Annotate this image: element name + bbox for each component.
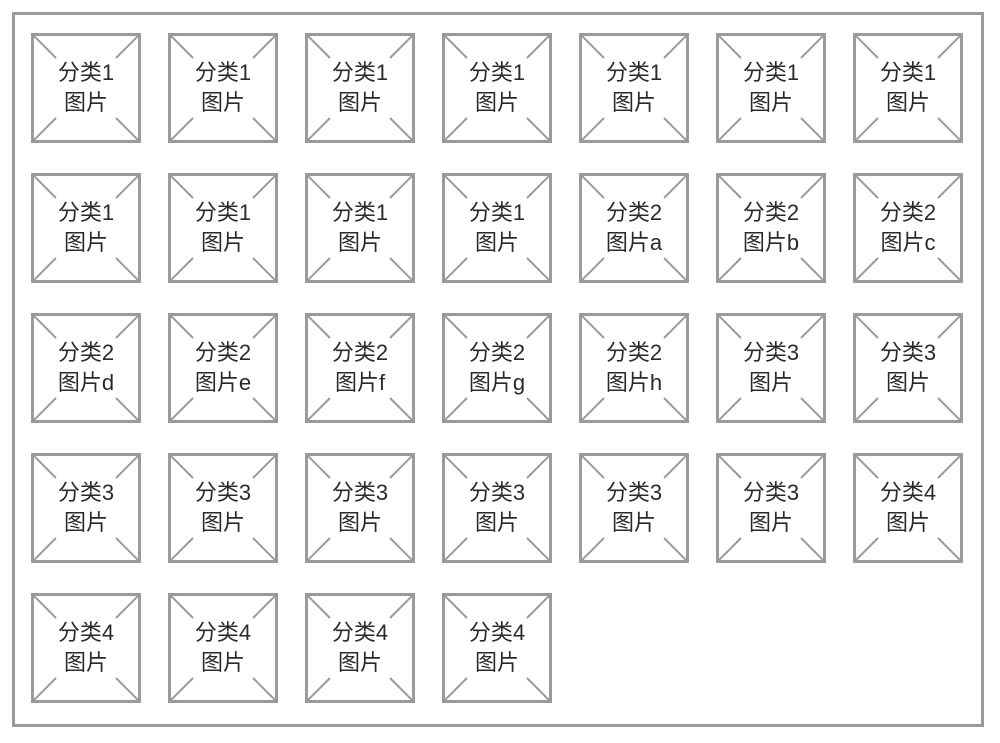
gallery-grid: 分类1图片 分类1图片 分类1图片 分类1图片 分类1图片 分类1图片 分类1图… <box>15 15 981 724</box>
thumbnail-category-label: 分类2 <box>606 198 662 228</box>
thumbnail-category-label: 分类2 <box>743 198 799 228</box>
thumbnail-image-label: 图片 <box>612 508 656 538</box>
thumbnail-image-label: 图片 <box>338 508 382 538</box>
thumbnail-category-label: 分类4 <box>880 478 936 508</box>
thumbnail-cell[interactable]: 分类3图片 <box>31 453 141 563</box>
thumbnail-cell[interactable]: 分类4图片 <box>168 593 278 703</box>
thumbnail-image-label: 图片 <box>64 648 108 678</box>
thumbnail-cell[interactable]: 分类1图片 <box>168 33 278 143</box>
thumbnail-cell[interactable]: 分类1图片 <box>853 33 963 143</box>
thumbnail-category-label: 分类3 <box>58 478 114 508</box>
thumbnail-cell[interactable]: 分类2图片d <box>31 313 141 423</box>
thumbnail-category-label: 分类3 <box>332 478 388 508</box>
thumbnail-image-label: 图片 <box>64 228 108 258</box>
thumbnail-cell[interactable]: 分类3图片 <box>853 313 963 423</box>
thumbnail-cell[interactable]: 分类2图片f <box>305 313 415 423</box>
thumbnail-image-label: 图片h <box>606 368 662 398</box>
thumbnail-cell[interactable]: 分类2图片a <box>579 173 689 283</box>
thumbnail-cell[interactable]: 分类3图片 <box>716 313 826 423</box>
thumbnail-cell[interactable]: 分类1图片 <box>305 173 415 283</box>
thumbnail-image-label: 图片 <box>475 228 519 258</box>
thumbnail-cell[interactable]: 分类1图片 <box>305 33 415 143</box>
thumbnail-category-label: 分类1 <box>606 58 662 88</box>
thumbnail-image-label: 图片 <box>64 88 108 118</box>
thumbnail-category-label: 分类2 <box>880 198 936 228</box>
thumbnail-image-label: 图片 <box>749 368 793 398</box>
thumbnail-category-label: 分类4 <box>469 618 525 648</box>
thumbnail-category-label: 分类1 <box>880 58 936 88</box>
thumbnail-cell[interactable]: 分类1图片 <box>442 173 552 283</box>
thumbnail-image-label: 图片 <box>475 508 519 538</box>
thumbnail-category-label: 分类1 <box>743 58 799 88</box>
thumbnail-category-label: 分类1 <box>332 198 388 228</box>
thumbnail-image-label: 图片 <box>201 88 245 118</box>
thumbnail-cell[interactable]: 分类3图片 <box>168 453 278 563</box>
thumbnail-cell[interactable]: 分类2图片b <box>716 173 826 283</box>
gallery-frame: 分类1图片 分类1图片 分类1图片 分类1图片 分类1图片 分类1图片 分类1图… <box>12 12 984 727</box>
thumbnail-cell[interactable]: 分类2图片c <box>853 173 963 283</box>
thumbnail-cell[interactable]: 分类4图片 <box>442 593 552 703</box>
thumbnail-cell[interactable]: 分类1图片 <box>716 33 826 143</box>
thumbnail-cell[interactable]: 分类4图片 <box>853 453 963 563</box>
thumbnail-image-label: 图片e <box>195 368 251 398</box>
thumbnail-category-label: 分类3 <box>195 478 251 508</box>
thumbnail-category-label: 分类2 <box>195 338 251 368</box>
thumbnail-image-label: 图片 <box>338 88 382 118</box>
thumbnail-category-label: 分类1 <box>195 58 251 88</box>
thumbnail-category-label: 分类3 <box>743 478 799 508</box>
thumbnail-image-label: 图片 <box>64 508 108 538</box>
thumbnail-cell[interactable]: 分类3图片 <box>716 453 826 563</box>
thumbnail-cell[interactable]: 分类1图片 <box>31 33 141 143</box>
thumbnail-image-label: 图片 <box>201 648 245 678</box>
thumbnail-category-label: 分类3 <box>606 478 662 508</box>
thumbnail-image-label: 图片a <box>606 228 662 258</box>
thumbnail-category-label: 分类1 <box>58 58 114 88</box>
thumbnail-image-label: 图片 <box>886 508 930 538</box>
thumbnail-image-label: 图片 <box>338 648 382 678</box>
thumbnail-image-label: 图片g <box>469 368 525 398</box>
thumbnail-image-label: 图片 <box>475 88 519 118</box>
thumbnail-cell[interactable]: 分类3图片 <box>442 453 552 563</box>
thumbnail-image-label: 图片c <box>880 228 935 258</box>
thumbnail-cell[interactable]: 分类2图片e <box>168 313 278 423</box>
thumbnail-image-label: 图片 <box>475 648 519 678</box>
thumbnail-category-label: 分类4 <box>58 618 114 648</box>
thumbnail-category-label: 分类2 <box>469 338 525 368</box>
thumbnail-image-label: 图片 <box>201 228 245 258</box>
thumbnail-category-label: 分类3 <box>880 338 936 368</box>
thumbnail-cell[interactable]: 分类2图片h <box>579 313 689 423</box>
thumbnail-image-label: 图片 <box>749 508 793 538</box>
thumbnail-category-label: 分类2 <box>332 338 388 368</box>
thumbnail-category-label: 分类1 <box>469 198 525 228</box>
thumbnail-cell[interactable]: 分类4图片 <box>31 593 141 703</box>
thumbnail-cell[interactable]: 分类3图片 <box>579 453 689 563</box>
thumbnail-image-label: 图片 <box>338 228 382 258</box>
thumbnail-cell[interactable]: 分类1图片 <box>442 33 552 143</box>
thumbnail-image-label: 图片 <box>612 88 656 118</box>
thumbnail-category-label: 分类4 <box>332 618 388 648</box>
thumbnail-category-label: 分类1 <box>469 58 525 88</box>
thumbnail-image-label: 图片 <box>201 508 245 538</box>
thumbnail-cell[interactable]: 分类1图片 <box>31 173 141 283</box>
thumbnail-cell[interactable]: 分类4图片 <box>305 593 415 703</box>
thumbnail-category-label: 分类1 <box>58 198 114 228</box>
thumbnail-category-label: 分类1 <box>332 58 388 88</box>
thumbnail-image-label: 图片 <box>749 88 793 118</box>
thumbnail-category-label: 分类2 <box>606 338 662 368</box>
thumbnail-category-label: 分类4 <box>195 618 251 648</box>
thumbnail-image-label: 图片 <box>886 368 930 398</box>
thumbnail-category-label: 分类3 <box>743 338 799 368</box>
thumbnail-cell[interactable]: 分类1图片 <box>579 33 689 143</box>
thumbnail-cell[interactable]: 分类1图片 <box>168 173 278 283</box>
thumbnail-cell[interactable]: 分类3图片 <box>305 453 415 563</box>
thumbnail-image-label: 图片 <box>886 88 930 118</box>
thumbnail-cell[interactable]: 分类2图片g <box>442 313 552 423</box>
thumbnail-category-label: 分类3 <box>469 478 525 508</box>
thumbnail-category-label: 分类2 <box>58 338 114 368</box>
thumbnail-image-label: 图片f <box>335 368 385 398</box>
thumbnail-category-label: 分类1 <box>195 198 251 228</box>
thumbnail-image-label: 图片b <box>743 228 799 258</box>
thumbnail-image-label: 图片d <box>58 368 114 398</box>
